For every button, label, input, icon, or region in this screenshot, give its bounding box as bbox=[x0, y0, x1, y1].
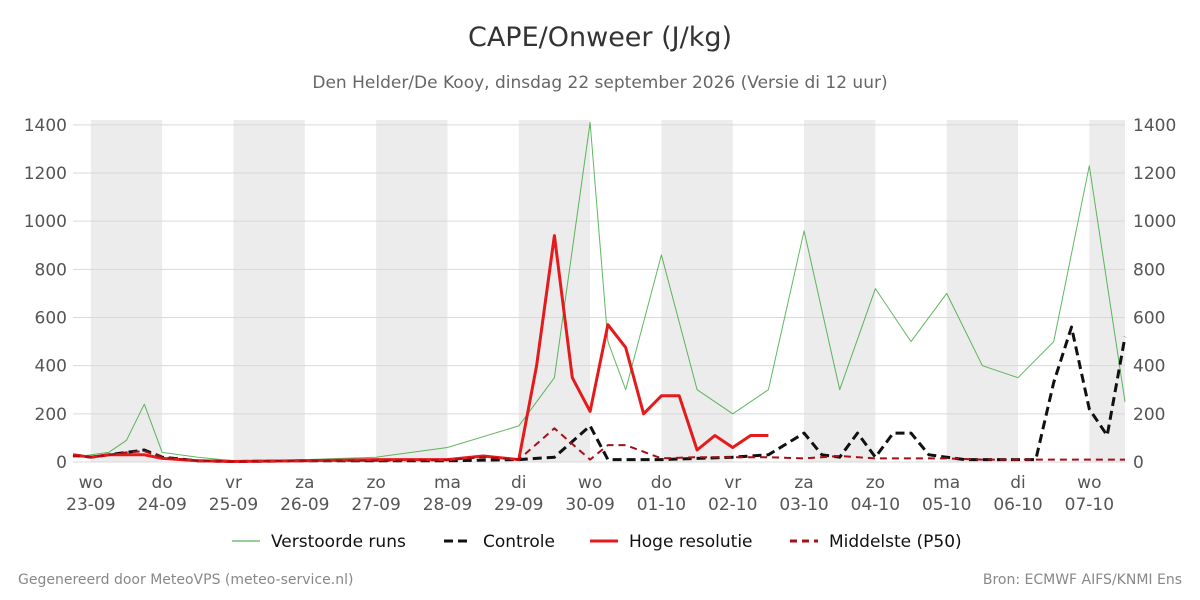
x-tick-day: za bbox=[295, 473, 314, 493]
y-tick-label-left: 1000 bbox=[24, 212, 67, 232]
x-tick-day: do bbox=[651, 473, 672, 493]
footer-generator: Gegenereerd door MeteoVPS (meteo-service… bbox=[18, 572, 354, 588]
x-tick-day: vr bbox=[724, 473, 741, 493]
x-tick-date: 27-09 bbox=[351, 495, 400, 515]
y-tick-label-left: 1400 bbox=[24, 116, 67, 136]
x-tick-day: di bbox=[1010, 473, 1026, 493]
y-tick-label-right: 800 bbox=[1133, 260, 1165, 280]
y-tick-label-right: 200 bbox=[1133, 405, 1165, 425]
legend-label: Hoge resolutie bbox=[629, 532, 753, 552]
x-tick-day: do bbox=[152, 473, 173, 493]
x-tick-date: 01-10 bbox=[637, 495, 686, 515]
x-tick-date: 29-09 bbox=[494, 495, 543, 515]
x-tick-date: 26-09 bbox=[280, 495, 329, 515]
legend-label: Middelste (P50) bbox=[829, 532, 962, 552]
y-axis-right: 0 200 400 600 800 1000 1200 1400 bbox=[1133, 116, 1176, 473]
ensemble-members bbox=[72, 121, 1126, 462]
x-tick-date: 28-09 bbox=[423, 495, 472, 515]
series-line-hoge-resolutie bbox=[72, 234, 769, 463]
night-band bbox=[1089, 120, 1125, 462]
legend-label: Controle bbox=[483, 532, 555, 552]
y-axis-left: 0 200 400 600 800 1000 1200 1400 bbox=[24, 116, 67, 473]
x-tick-date: 25-09 bbox=[209, 495, 258, 515]
legend: Verstoorde runs Controle Hoge resolutie Mid… bbox=[232, 532, 962, 552]
x-tick-day: wo bbox=[79, 473, 103, 493]
x-tick-day: zo bbox=[866, 473, 885, 493]
y-tick-label-left: 800 bbox=[35, 260, 67, 280]
series-line-controle bbox=[72, 325, 1127, 463]
y-tick-label-right: 0 bbox=[1133, 453, 1144, 473]
y-tick-label-right: 400 bbox=[1133, 357, 1165, 377]
y-tick-label-left: 200 bbox=[35, 405, 67, 425]
x-tick-day: wo bbox=[578, 473, 602, 493]
series-line-middelste-p50 bbox=[72, 427, 1125, 463]
night-bands bbox=[90, 120, 1125, 462]
x-axis: wo23-09do24-09vr25-09za26-09zo27-09ma28-… bbox=[66, 473, 1114, 515]
y-tick-label-right: 1200 bbox=[1133, 164, 1176, 184]
x-tick-date: 03-10 bbox=[779, 495, 828, 515]
x-tick-day: wo bbox=[1077, 473, 1101, 493]
night-band bbox=[90, 120, 163, 462]
x-tick-date: 05-10 bbox=[922, 495, 971, 515]
x-tick-date: 30-09 bbox=[565, 495, 614, 515]
x-tick-date: 24-09 bbox=[137, 495, 186, 515]
x-tick-day: vr bbox=[225, 473, 242, 493]
x-tick-day: za bbox=[794, 473, 813, 493]
night-band bbox=[233, 120, 305, 462]
y-tick-label-right: 1400 bbox=[1133, 116, 1176, 136]
y-tick-label-left: 0 bbox=[56, 453, 67, 473]
x-tick-date: 07-10 bbox=[1065, 495, 1114, 515]
night-band bbox=[661, 120, 733, 462]
y-tick-label-left: 400 bbox=[35, 357, 67, 377]
x-tick-day: zo bbox=[366, 473, 385, 493]
x-tick-date: 02-10 bbox=[708, 495, 757, 515]
chart-title: CAPE/Onweer (J/kg) bbox=[467, 22, 732, 53]
x-tick-date: 06-10 bbox=[993, 495, 1042, 515]
x-tick-day: ma bbox=[434, 473, 461, 493]
y-tick-label-right: 600 bbox=[1133, 308, 1165, 328]
series-line-verstoorde-runs bbox=[72, 121, 1126, 462]
footer-source: Bron: ECMWF AIFS/KNMI Ens bbox=[982, 572, 1182, 588]
y-tick-label-left: 1200 bbox=[24, 164, 67, 184]
night-band bbox=[946, 120, 1019, 462]
x-tick-day: ma bbox=[933, 473, 960, 493]
night-band bbox=[804, 120, 876, 462]
legend-label: Verstoorde runs bbox=[271, 532, 406, 552]
y-tick-label-right: 1000 bbox=[1133, 212, 1176, 232]
x-tick-day: di bbox=[511, 473, 527, 493]
chart-subtitle: Den Helder/De Kooy, dinsdag 22 september… bbox=[312, 73, 888, 93]
y-tick-label-left: 600 bbox=[35, 308, 67, 328]
night-band bbox=[376, 120, 448, 462]
x-tick-date: 04-10 bbox=[851, 495, 900, 515]
main-series bbox=[72, 234, 1127, 463]
x-tick-date: 23-09 bbox=[66, 495, 115, 515]
